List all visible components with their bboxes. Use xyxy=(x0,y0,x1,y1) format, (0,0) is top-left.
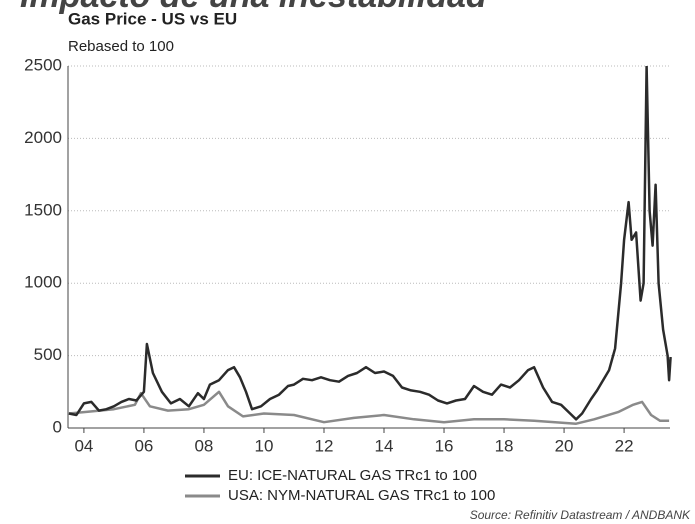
x-tick-label: 22 xyxy=(615,436,634,455)
legend-label: EU: ICE-NATURAL GAS TRc1 to 100 xyxy=(228,467,477,484)
source: Source: Refinitiv Datastream / ANDBANK xyxy=(470,508,691,522)
chart-title: Gas Price - US vs EU xyxy=(68,9,237,28)
x-tick-label: 10 xyxy=(255,436,274,455)
y-tick-label: 2000 xyxy=(24,128,62,147)
y-tick-label: 2500 xyxy=(24,55,62,74)
x-tick-label: 14 xyxy=(375,436,394,455)
page-heading: Impacto de una inestabilidad xyxy=(20,0,488,15)
legend-label: USA: NYM-NATURAL GAS TRc1 to 100 xyxy=(228,487,495,504)
series-line xyxy=(68,66,672,421)
x-tick-label: 04 xyxy=(74,436,93,455)
x-tick-label: 18 xyxy=(495,436,514,455)
x-tick-label: 08 xyxy=(194,436,213,455)
x-tick-label: 12 xyxy=(315,436,334,455)
series-line xyxy=(68,390,670,425)
x-tick-label: 06 xyxy=(134,436,153,455)
y-tick-label: 500 xyxy=(34,345,62,364)
x-tick-label: 20 xyxy=(555,436,574,455)
chart-subtitle: Rebased to 100 xyxy=(68,38,174,55)
y-tick-label: 1000 xyxy=(24,273,62,292)
x-tick-label: 16 xyxy=(435,436,454,455)
y-tick-label: 0 xyxy=(53,417,62,436)
y-tick-label: 1500 xyxy=(24,200,62,219)
